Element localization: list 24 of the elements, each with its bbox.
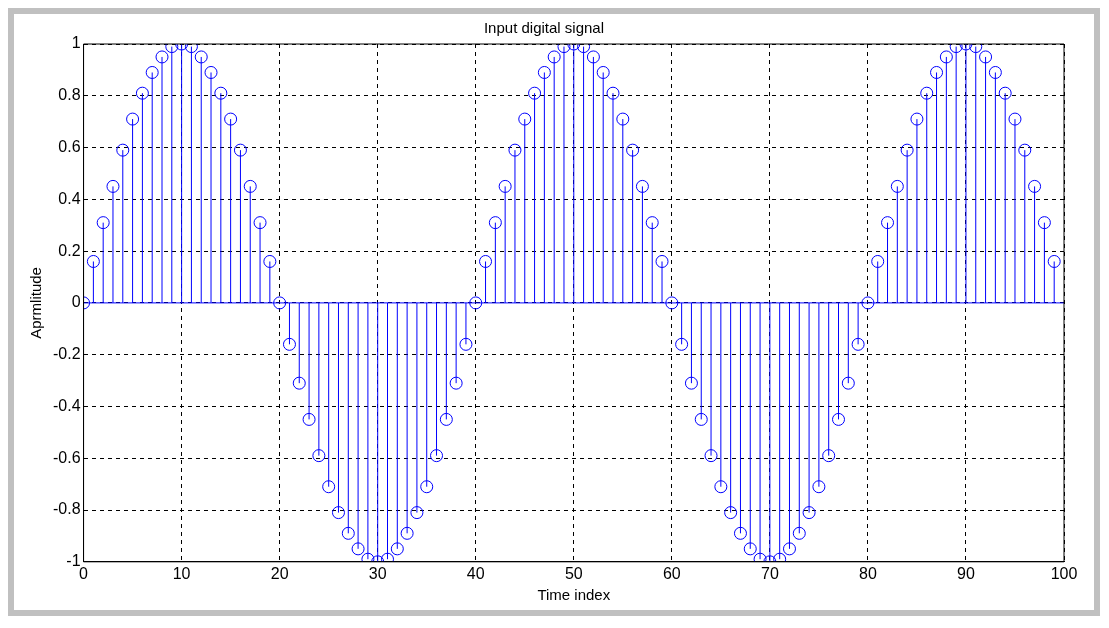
x-axis-title: Time index: [537, 586, 611, 604]
chart-title: Input digital signal: [483, 19, 605, 37]
x-tick-label: 20: [270, 564, 289, 582]
y-tick-label: 0.2: [58, 241, 81, 259]
x-tick-label: 50: [564, 564, 583, 582]
y-tick-label: -0.2: [52, 345, 81, 363]
y-tick-label: 0: [71, 293, 81, 311]
y-axis-title: Aprmlitude: [27, 267, 45, 339]
x-tick-label: 40: [466, 564, 485, 582]
x-tick-label: 80: [859, 564, 877, 582]
x-tick-label: 30: [368, 564, 387, 582]
y-tick-label: -1: [66, 552, 81, 570]
y-tick-label: -0.6: [52, 448, 81, 466]
x-tick-label: 60: [662, 564, 681, 582]
y-tick-label: 1: [71, 34, 81, 52]
y-tick-label: 0.6: [58, 137, 81, 155]
y-tick-label: 0.8: [58, 86, 81, 104]
y-tick-label: -0.8: [52, 500, 81, 518]
y-tick-label: -0.4: [52, 396, 81, 414]
y-tick-label: 0.4: [58, 189, 81, 207]
x-tick-label: 70: [760, 564, 779, 582]
x-tick-label: 100: [1050, 564, 1078, 582]
x-tick-label: 10: [172, 564, 191, 582]
x-tick-label: 90: [957, 564, 975, 582]
